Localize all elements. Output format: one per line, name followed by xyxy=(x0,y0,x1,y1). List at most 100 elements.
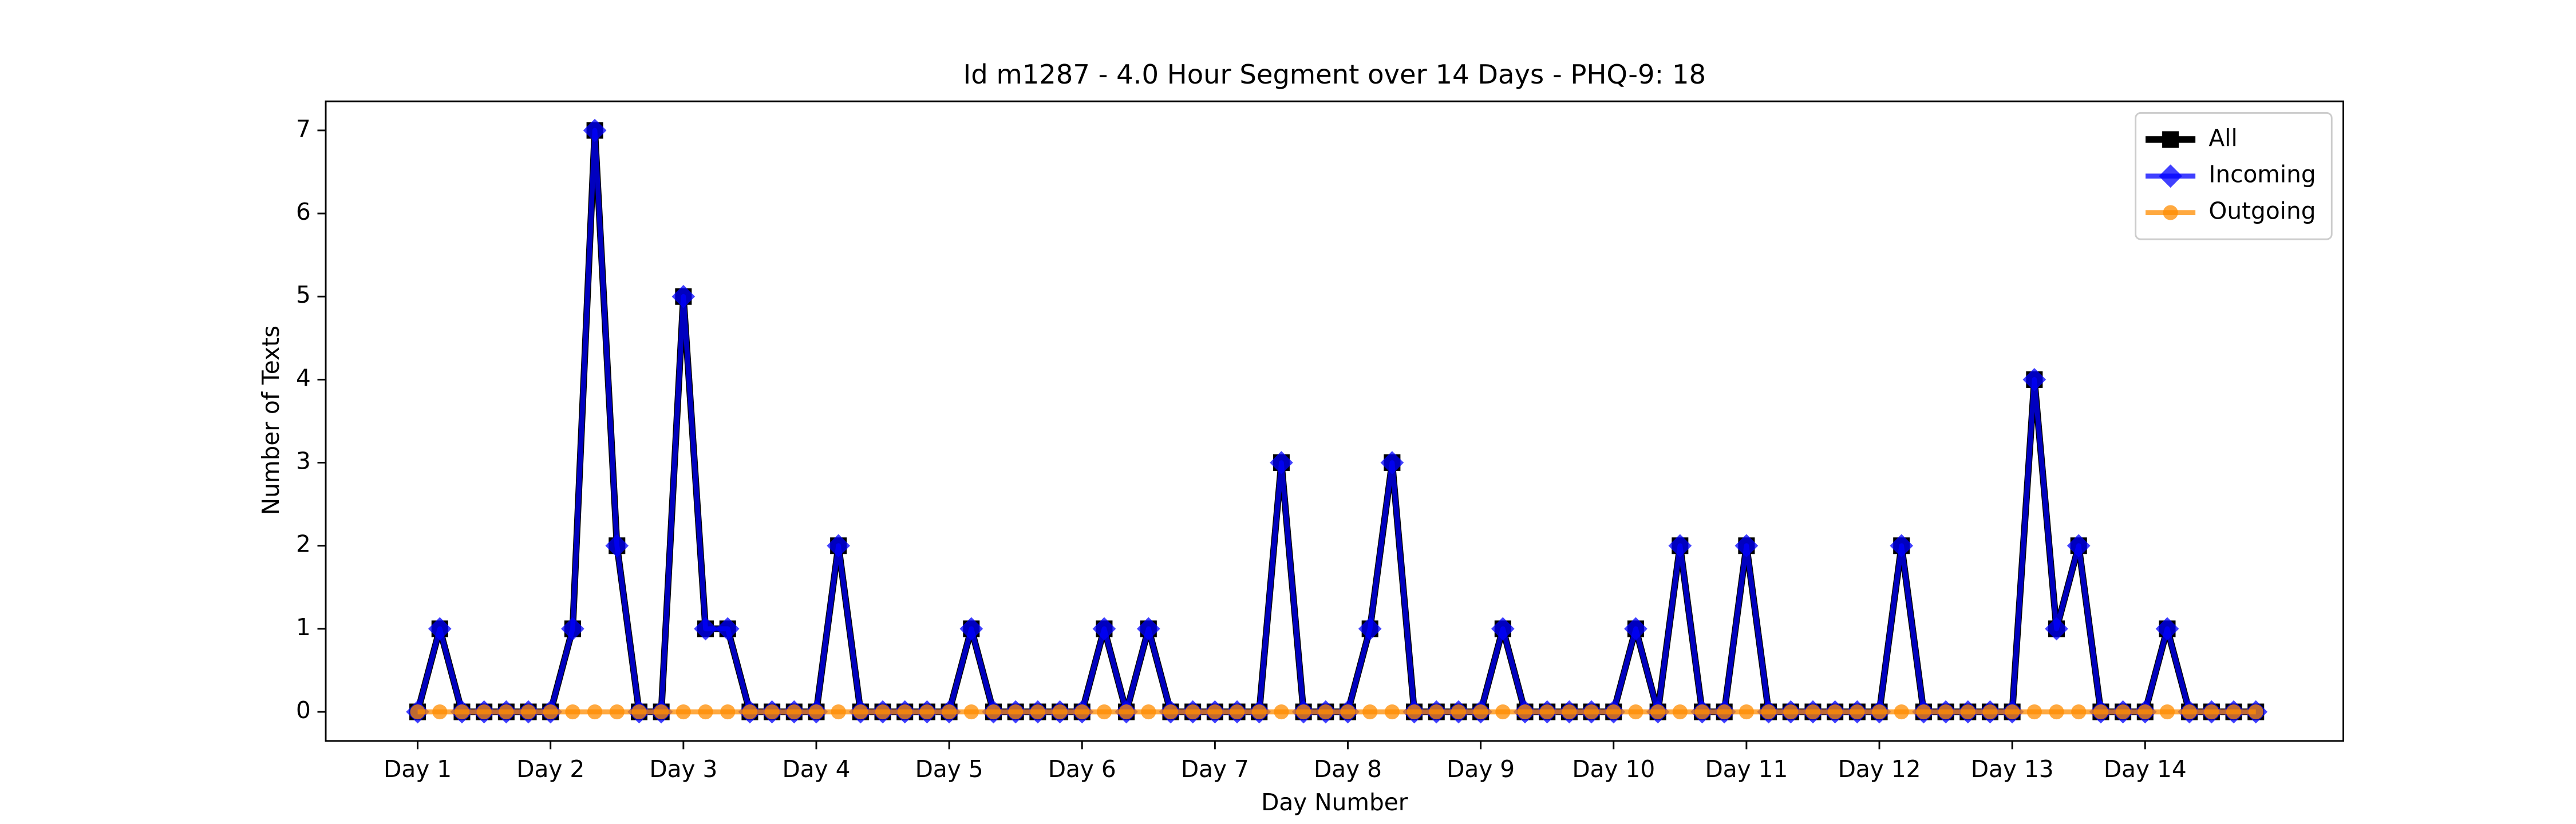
point xyxy=(2159,704,2175,720)
point xyxy=(432,704,448,720)
point xyxy=(1672,704,1688,720)
point xyxy=(1539,704,1555,720)
point xyxy=(1270,451,1293,474)
point xyxy=(1982,704,1998,720)
x-tick-label: Day 10 xyxy=(1572,755,1655,783)
point xyxy=(1960,704,1976,720)
x-tick-label: Day 2 xyxy=(516,755,584,783)
point xyxy=(1735,534,1759,558)
point xyxy=(963,704,979,720)
point xyxy=(454,704,470,720)
point xyxy=(2248,704,2263,720)
point xyxy=(1694,704,1710,720)
point xyxy=(1584,704,1599,720)
x-tick-label: Day 13 xyxy=(1971,755,2054,783)
y-tick-label: 2 xyxy=(296,530,311,558)
x-tick-label: Day 1 xyxy=(384,755,452,783)
x-tick-label: Day 5 xyxy=(915,755,983,783)
point xyxy=(1491,617,1515,641)
point xyxy=(1761,704,1776,720)
point xyxy=(1318,704,1333,720)
point xyxy=(1384,704,1400,720)
point xyxy=(2045,617,2068,641)
point xyxy=(2005,704,2020,720)
point xyxy=(1650,704,1666,720)
y-tick-label: 5 xyxy=(296,281,311,308)
point xyxy=(919,704,935,720)
x-tick-label: Day 3 xyxy=(649,755,717,783)
x-tick-label: Day 4 xyxy=(782,755,850,783)
point xyxy=(1358,617,1382,641)
point xyxy=(587,704,603,720)
point xyxy=(2138,704,2153,720)
point xyxy=(2155,617,2179,641)
point xyxy=(609,704,625,720)
point xyxy=(720,704,736,720)
point xyxy=(428,617,452,641)
x-tick-label: Day 8 xyxy=(1314,755,1382,783)
point xyxy=(1052,704,1068,720)
x-tick-label: Day 9 xyxy=(1447,755,1515,783)
point xyxy=(1380,451,1404,474)
point xyxy=(1871,704,1887,720)
point xyxy=(654,704,669,720)
legend-label: Incoming xyxy=(2208,161,2316,188)
point xyxy=(1119,704,1134,720)
point xyxy=(1229,704,1245,720)
point xyxy=(897,704,912,720)
point xyxy=(1562,704,1577,720)
point xyxy=(2204,704,2219,720)
point xyxy=(2226,704,2242,720)
point xyxy=(787,704,802,720)
point xyxy=(1296,704,1311,720)
point xyxy=(1890,534,1914,558)
point xyxy=(1163,704,1179,720)
y-tick-label: 4 xyxy=(296,364,311,391)
point xyxy=(2093,704,2108,720)
point xyxy=(1894,704,1909,720)
point xyxy=(1340,704,1356,720)
point xyxy=(1141,704,1156,720)
point xyxy=(1251,704,1267,720)
point xyxy=(1207,704,1223,720)
x-tick-label: Day 7 xyxy=(1181,755,1249,783)
point xyxy=(1074,704,1090,720)
point xyxy=(2026,704,2042,720)
point xyxy=(2049,704,2064,720)
point xyxy=(476,704,492,720)
point xyxy=(1717,704,1732,720)
plot-frame xyxy=(325,100,2344,742)
point xyxy=(2022,368,2046,391)
x-tick-label: Day 12 xyxy=(1838,755,1921,783)
point xyxy=(1008,704,1024,720)
point xyxy=(1495,704,1511,720)
point xyxy=(1668,534,1692,558)
legend-marker xyxy=(2162,131,2179,148)
point xyxy=(853,704,868,720)
point xyxy=(875,704,891,720)
point xyxy=(410,704,425,720)
point xyxy=(675,704,691,720)
point xyxy=(1916,704,1931,720)
point xyxy=(1739,704,1754,720)
point xyxy=(2182,704,2197,720)
chart-title: Id m1287 - 4.0 Hour Segment over 14 Days… xyxy=(963,59,1706,90)
y-axis-label: Number of Texts xyxy=(257,326,285,516)
point xyxy=(499,704,514,720)
y-tick-label: 1 xyxy=(296,613,311,641)
y-tick-label: 0 xyxy=(296,696,311,724)
point xyxy=(764,704,780,720)
point xyxy=(1136,617,1160,641)
point xyxy=(605,534,629,558)
point xyxy=(698,704,713,720)
point xyxy=(2115,704,2131,720)
y-tick-label: 3 xyxy=(296,447,311,475)
legend-frame xyxy=(2135,112,2333,240)
point xyxy=(1185,704,1200,720)
point xyxy=(1517,704,1533,720)
point xyxy=(2067,534,2091,558)
point xyxy=(1606,704,1621,720)
point xyxy=(1783,704,1799,720)
point xyxy=(1938,704,1954,720)
point xyxy=(1406,704,1422,720)
